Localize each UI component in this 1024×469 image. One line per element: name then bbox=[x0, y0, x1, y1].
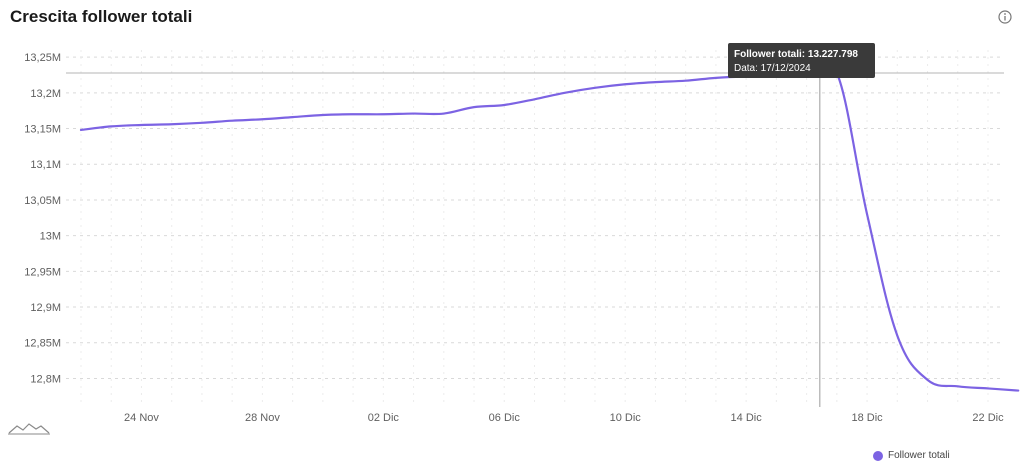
chart-title: Crescita follower totali bbox=[10, 7, 193, 26]
chart-legend[interactable]: Follower totali bbox=[873, 450, 950, 461]
tooltip-date: Data: 17/12/2024 bbox=[734, 63, 811, 74]
x-tick-label: 28 Nov bbox=[245, 412, 280, 424]
y-tick-label: 12,9M bbox=[30, 302, 61, 314]
y-tick-label: 13,05M bbox=[24, 195, 61, 207]
x-tick-label: 14 Dic bbox=[731, 412, 763, 424]
area-chart-icon[interactable] bbox=[8, 420, 50, 436]
y-tick-label: 12,85M bbox=[24, 338, 61, 350]
x-tick-label: 10 Dic bbox=[610, 412, 642, 424]
y-tick-label: 13,1M bbox=[30, 159, 61, 171]
tooltip-value: Follower totali: 13.227.798 bbox=[734, 49, 858, 60]
x-tick-label: 02 Dic bbox=[368, 412, 400, 424]
y-tick-label: 13M bbox=[40, 231, 61, 243]
y-tick-label: 13,15M bbox=[24, 124, 61, 136]
y-tick-label: 13,2M bbox=[30, 88, 61, 100]
x-tick-label: 06 Dic bbox=[489, 412, 521, 424]
x-tick-label: 24 Nov bbox=[124, 412, 159, 424]
x-tick-label: 22 Dic bbox=[972, 412, 1004, 424]
y-tick-label: 12,95M bbox=[24, 266, 61, 278]
y-tick-label: 13,25M bbox=[24, 52, 61, 64]
legend-label: Follower totali bbox=[888, 450, 950, 461]
series-line bbox=[79, 61, 1020, 392]
x-tick-label: 18 Dic bbox=[851, 412, 883, 424]
y-tick-label: 12,8M bbox=[30, 373, 61, 385]
chart-tooltip: Follower totali: 13.227.798 Data: 17/12/… bbox=[728, 43, 875, 78]
info-circle-icon[interactable] bbox=[998, 10, 1012, 24]
legend-swatch bbox=[873, 450, 883, 461]
